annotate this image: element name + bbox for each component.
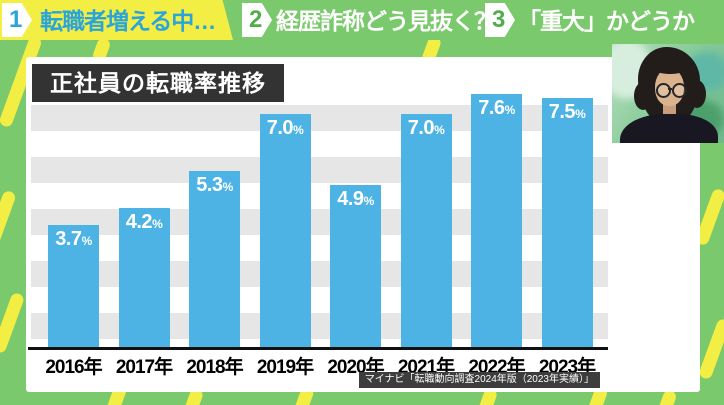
topic-label-1: 転職者増える中… [40,8,216,34]
bar-value-label: 5.3% [196,174,234,196]
bar-value-label: 7.5% [548,101,586,123]
bar-value-label: 7.6% [478,97,516,119]
x-axis-line [28,347,608,350]
bar: 4.9% [330,185,381,349]
chart-panel: 正社員の転職率推移 3.7% 2016年 4.2% 2017年 5.3% 2018年 7.0… [26,57,700,392]
bar-value-label: 7.0% [407,117,445,139]
percent-sign: % [81,234,93,248]
bar: 3.7% [48,225,99,349]
glasses-lens-icon [656,83,671,98]
bar: 7.6% [471,94,522,349]
percent-sign: % [363,194,375,208]
bar-value-label: 3.7% [55,228,93,250]
bar-value-label: 7.0% [266,117,304,139]
topic-number: 2 [249,6,263,33]
person-hair-fringe [652,61,688,74]
topic-label-2: 経歴詐称どう見抜く？ [276,8,497,34]
x-axis-tick-label: 2019年 [256,357,314,378]
bar: 7.5% [541,98,593,349]
bar: 4.2% [118,208,170,349]
source-attribution: マイナビ「転職動向調査2024年版（2023年実績）」 [358,372,600,388]
bar-value-label: 4.2% [125,211,163,233]
bar: 7.0% [400,114,452,349]
topic-label-3: 「重大」かどうか [518,8,695,34]
percent-sign: % [152,217,163,231]
person-hair-curl [634,82,652,110]
bg-stripe-yellow [0,189,17,251]
percent-sign: % [434,123,445,137]
bg-stripe-yellow [0,291,26,355]
bar-value-label: 4.9% [337,188,375,210]
percent-sign: % [222,180,234,194]
percent-sign: % [293,123,304,137]
bar: 5.3% [189,171,240,349]
chart-title: 正社員の転職率推移 [32,64,284,102]
topic-number: 3 [492,6,506,33]
x-axis-tick-label: 2018年 [186,357,243,378]
bar: 7.0% [259,114,311,349]
topic-header-bar: 1 転職者増える中… 2 経歴詐称どう見抜く？ 3 「重大」かどうか [0,0,724,40]
active-topic-highlight [0,0,233,40]
glasses-lens-icon [672,83,687,98]
topic-number: 1 [9,6,23,33]
topic-number-badge-3: 3 [485,3,515,37]
person-jacket [620,114,718,143]
glasses-bridge-icon [668,88,672,90]
topic-number-badge-2: 2 [242,3,272,37]
x-axis-tick-label: 2016年 [45,357,102,378]
commentator-photo [612,44,724,143]
person-hair-curl [688,80,706,108]
percent-sign: % [504,103,516,117]
x-axis-tick-label: 2017年 [115,357,173,378]
bg-stripe-yellow [697,317,724,381]
percent-sign: % [575,107,586,121]
